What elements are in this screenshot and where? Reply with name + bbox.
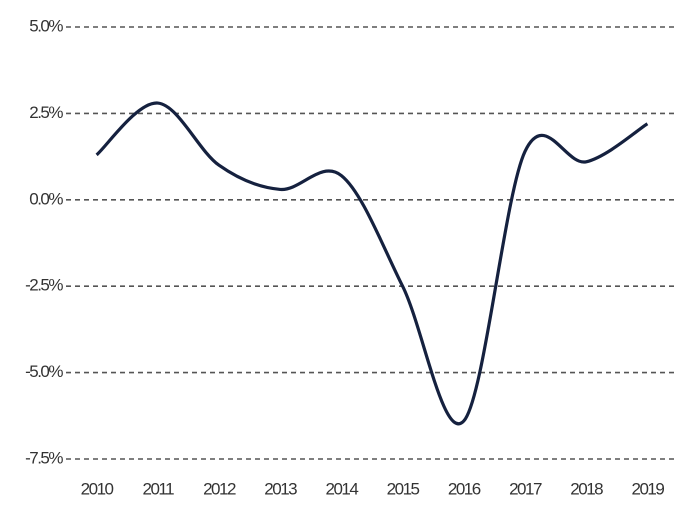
x-tick-label: 2015 [387, 479, 420, 498]
x-tick-label: 2011 [143, 479, 175, 498]
y-tick-label: 2.5% [29, 103, 63, 122]
x-tick-label: 2013 [264, 479, 297, 498]
x-tick-label: 2016 [448, 479, 481, 498]
x-tick-label: 2010 [81, 479, 114, 498]
y-tick-label: -5.0% [25, 362, 63, 381]
x-tick-label: 2012 [203, 479, 236, 498]
x-tick-label: 2014 [325, 479, 358, 498]
y-tick-label: -2.5% [25, 276, 63, 295]
y-tick-label: 5.0% [29, 16, 63, 35]
y-tick-label: -7.5% [25, 448, 63, 467]
x-tick-label: 2019 [631, 479, 664, 498]
line [95, 101, 649, 426]
x-tick-label: 2018 [570, 479, 603, 498]
y-tick-label: 0.0% [29, 189, 63, 208]
x-tick-label: 2017 [509, 479, 542, 498]
